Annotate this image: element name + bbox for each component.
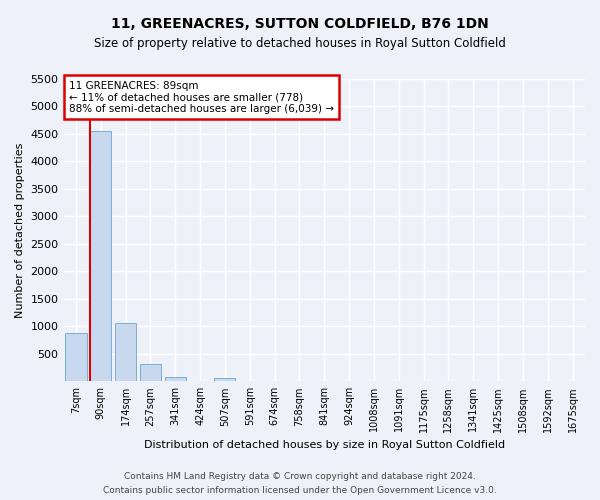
Bar [115, 323, 136, 382]
Bar [214, 378, 235, 382]
Bar [165, 378, 186, 382]
Y-axis label: Number of detached properties: Number of detached properties [15, 142, 25, 318]
Bar [65, 333, 86, 382]
Bar [90, 130, 112, 382]
Text: 11 GREENACRES: 89sqm
← 11% of detached houses are smaller (778)
88% of semi-deta: 11 GREENACRES: 89sqm ← 11% of detached h… [69, 80, 334, 114]
Bar [140, 364, 161, 382]
X-axis label: Distribution of detached houses by size in Royal Sutton Coldfield: Distribution of detached houses by size … [144, 440, 505, 450]
Text: 11, GREENACRES, SUTTON COLDFIELD, B76 1DN: 11, GREENACRES, SUTTON COLDFIELD, B76 1D… [111, 18, 489, 32]
Text: Contains public sector information licensed under the Open Government Licence v3: Contains public sector information licen… [103, 486, 497, 495]
Text: Contains HM Land Registry data © Crown copyright and database right 2024.: Contains HM Land Registry data © Crown c… [124, 472, 476, 481]
Text: Size of property relative to detached houses in Royal Sutton Coldfield: Size of property relative to detached ho… [94, 38, 506, 51]
